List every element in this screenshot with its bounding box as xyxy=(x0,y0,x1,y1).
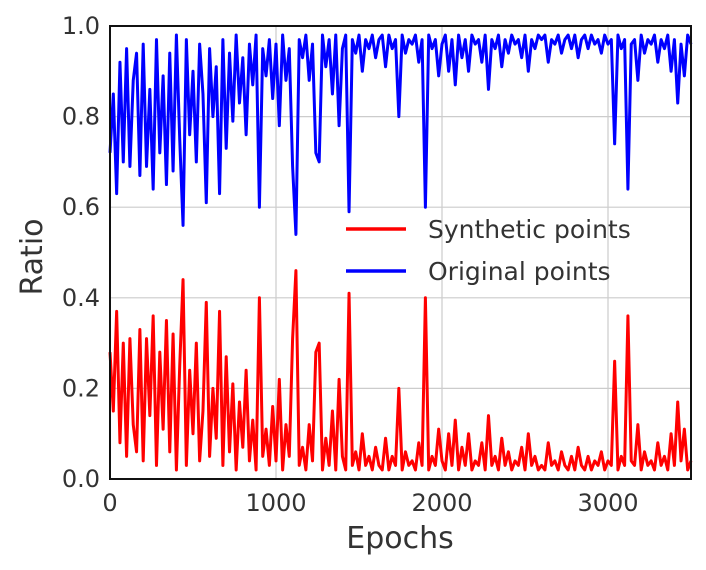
series-original xyxy=(108,33,693,236)
y-tick-label: 1.0 xyxy=(62,12,100,40)
y-tick-label: 0.6 xyxy=(62,193,100,221)
series-synthetic xyxy=(108,269,693,472)
y-axis-title: Ratio xyxy=(15,218,50,295)
x-axis-title: Epochs xyxy=(346,521,454,556)
series-line-synthetic xyxy=(108,269,693,472)
x-tick-label: 1000 xyxy=(245,489,306,517)
x-tick-label: 3000 xyxy=(577,489,638,517)
y-tick-label: 0.4 xyxy=(62,284,100,312)
legend-label-original: Original points xyxy=(428,257,611,286)
legend: Synthetic points Original points xyxy=(346,215,631,286)
x-tick-labels: 0 1000 2000 3000 xyxy=(102,489,638,517)
y-tick-labels: 0.0 0.2 0.4 0.6 0.8 1.0 xyxy=(62,12,100,493)
x-tick-label: 0 xyxy=(102,489,117,517)
legend-label-synthetic: Synthetic points xyxy=(428,215,631,244)
y-tick-label: 0.8 xyxy=(62,103,100,131)
plot-frame xyxy=(109,25,692,480)
series-layer xyxy=(108,33,693,472)
series-line-original xyxy=(108,33,693,236)
y-tick-label: 0.2 xyxy=(62,374,100,402)
y-tick-label: 0.0 xyxy=(62,465,100,493)
x-tick-label: 2000 xyxy=(411,489,472,517)
